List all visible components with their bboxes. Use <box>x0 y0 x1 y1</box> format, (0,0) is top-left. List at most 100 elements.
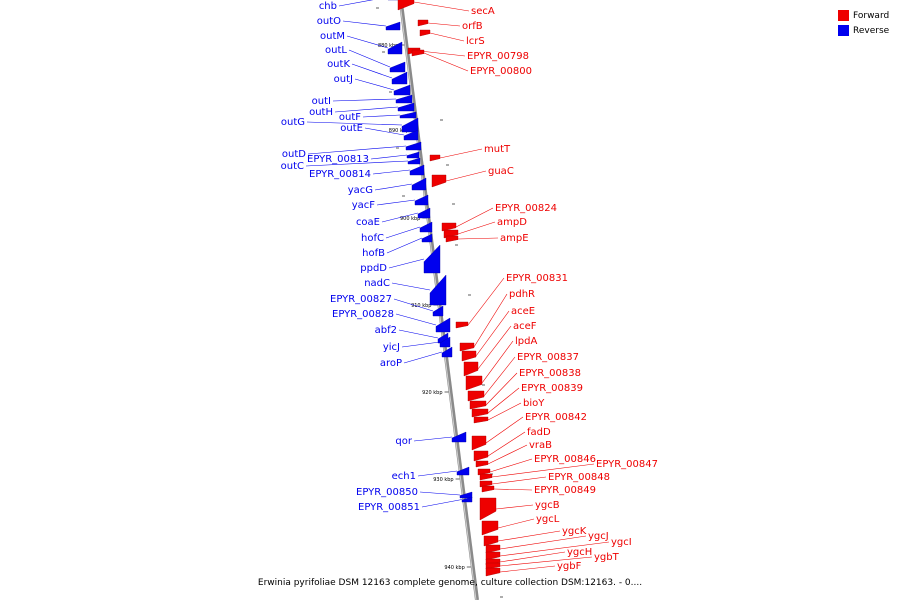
reverse-gene-label[interactable]: outC <box>281 161 304 172</box>
forward-gene-label[interactable]: EPYR_00846 <box>534 454 596 465</box>
forward-gene-label[interactable]: vraB <box>529 440 552 451</box>
reverse-gene[interactable]: yacG <box>348 177 427 196</box>
forward-gene[interactable]: EPYR_00848 <box>479 472 610 488</box>
reverse-gene-label[interactable]: outF <box>339 112 361 123</box>
forward-gene[interactable]: vraB <box>475 440 552 468</box>
reverse-gene-label[interactable]: outO <box>317 16 341 27</box>
forward-gene-block[interactable] <box>479 480 493 488</box>
forward-gene[interactable]: lpdA <box>465 336 537 391</box>
reverse-gene-label[interactable]: coaE <box>356 217 380 228</box>
reverse-gene-label[interactable]: outJ <box>334 74 353 85</box>
reverse-gene-label[interactable]: yicJ <box>383 342 400 353</box>
reverse-gene-label[interactable]: hofC <box>361 233 384 244</box>
forward-gene-label[interactable]: aceF <box>513 321 537 332</box>
forward-gene-block[interactable] <box>479 497 497 521</box>
forward-gene-block[interactable] <box>417 19 429 27</box>
reverse-gene[interactable]: outM <box>320 31 403 55</box>
reverse-gene-label[interactable]: outL <box>325 45 347 56</box>
reverse-gene-block[interactable] <box>417 207 431 219</box>
reverse-gene[interactable]: EPYR_00851 <box>358 496 473 513</box>
forward-gene-block[interactable] <box>479 473 493 481</box>
reverse-gene[interactable]: aroP <box>380 346 453 369</box>
forward-gene[interactable]: ygcJ <box>485 531 609 554</box>
forward-gene[interactable]: EPYR_00824 <box>441 203 557 232</box>
forward-gene-block[interactable] <box>485 562 501 570</box>
reverse-gene-label[interactable]: EPYR_00827 <box>330 294 392 305</box>
forward-gene[interactable]: EPYR_00800 <box>411 49 532 77</box>
reverse-gene-label[interactable]: outM <box>320 31 345 42</box>
forward-gene[interactable]: ygcL <box>481 514 560 536</box>
reverse-gene-label[interactable]: yacG <box>348 185 373 196</box>
forward-gene-block[interactable] <box>419 29 431 37</box>
reverse-gene[interactable]: outE <box>340 123 419 141</box>
forward-gene-block[interactable] <box>469 400 487 410</box>
forward-gene[interactable]: ygcB <box>479 497 560 521</box>
reverse-gene[interactable]: outG <box>281 117 419 133</box>
reverse-gene-label[interactable]: EPYR_00813 <box>307 154 369 165</box>
forward-gene-block[interactable] <box>467 390 485 402</box>
forward-gene-label[interactable]: ygcL <box>536 514 560 525</box>
forward-gene-label[interactable]: EPYR_00838 <box>519 368 581 379</box>
reverse-gene-block[interactable] <box>393 84 411 96</box>
reverse-gene-label[interactable]: outH <box>309 107 333 118</box>
reverse-gene-label[interactable]: outD <box>282 149 306 160</box>
reverse-gene-block[interactable] <box>451 431 467 443</box>
reverse-gene[interactable]: outH <box>309 102 415 118</box>
reverse-gene-label[interactable]: outK <box>327 59 350 70</box>
reverse-gene-block[interactable] <box>389 61 406 73</box>
forward-gene[interactable]: EPYR_00849 <box>481 485 596 496</box>
reverse-gene-block[interactable] <box>419 221 433 233</box>
forward-gene-label[interactable]: EPYR_00849 <box>534 485 596 496</box>
reverse-gene[interactable]: yacF <box>352 194 429 211</box>
forward-gene-label[interactable]: ygbT <box>594 552 620 563</box>
reverse-gene[interactable]: EPYR_00828 <box>332 309 451 333</box>
reverse-gene-block[interactable] <box>409 164 425 176</box>
reverse-gene-label[interactable]: hofB <box>362 248 385 259</box>
forward-gene-label[interactable]: ygbF <box>557 561 582 572</box>
reverse-gene-label[interactable]: ech1 <box>392 471 416 482</box>
forward-gene-label[interactable]: EPYR_00839 <box>521 383 583 394</box>
forward-gene[interactable]: ygcI <box>485 537 632 561</box>
reverse-gene-block[interactable] <box>405 141 422 151</box>
forward-gene-block[interactable] <box>455 321 469 329</box>
reverse-gene-block[interactable] <box>399 111 417 119</box>
forward-gene[interactable]: orfB <box>417 19 483 32</box>
forward-gene[interactable]: EPYR_00831 <box>455 273 568 329</box>
reverse-gene-block[interactable] <box>423 244 441 274</box>
reverse-gene-block[interactable] <box>407 157 421 165</box>
reverse-gene-label[interactable]: EPYR_00814 <box>309 169 371 180</box>
forward-gene[interactable]: guaC <box>431 166 514 188</box>
forward-gene-block[interactable] <box>463 361 479 377</box>
forward-gene[interactable]: fadD <box>473 427 551 462</box>
reverse-gene-block[interactable] <box>414 194 429 206</box>
forward-gene[interactable]: ygbF <box>485 561 582 577</box>
reverse-gene-label[interactable]: yacF <box>352 200 376 211</box>
forward-gene[interactable]: aceF <box>463 321 537 377</box>
reverse-gene-block[interactable] <box>441 346 453 358</box>
forward-gene-block[interactable] <box>411 49 425 57</box>
forward-gene-label[interactable]: EPYR_00848 <box>548 472 610 483</box>
forward-gene-label[interactable]: fadD <box>527 427 551 438</box>
forward-gene[interactable]: EPYR_00842 <box>471 412 587 451</box>
reverse-gene[interactable]: nadC <box>364 274 447 306</box>
reverse-gene[interactable]: outD <box>282 141 422 160</box>
reverse-gene[interactable]: EPYR_00814 <box>309 164 425 180</box>
forward-gene-label[interactable]: EPYR_00837 <box>517 352 579 363</box>
forward-gene-label[interactable]: ygcB <box>535 500 560 511</box>
reverse-gene-block[interactable] <box>401 117 419 133</box>
forward-gene-block[interactable] <box>461 350 477 362</box>
forward-gene-block[interactable] <box>429 154 441 162</box>
reverse-gene[interactable]: ech1 <box>392 466 470 482</box>
reverse-gene-block[interactable] <box>395 94 413 104</box>
forward-gene-label[interactable]: EPYR_00800 <box>470 66 532 77</box>
reverse-gene[interactable]: EPYR_00850 <box>356 487 473 499</box>
forward-gene-label[interactable]: ygcI <box>611 537 632 548</box>
reverse-gene-block[interactable] <box>435 317 451 333</box>
reverse-gene-block[interactable] <box>397 102 415 112</box>
forward-gene[interactable]: aceE <box>461 306 535 362</box>
forward-gene[interactable]: EPYR_00846 <box>477 454 596 476</box>
forward-gene-block[interactable] <box>481 485 495 493</box>
reverse-gene[interactable]: hofB <box>362 233 433 259</box>
forward-gene-label[interactable]: ygcJ <box>588 531 609 542</box>
forward-gene[interactable]: EPYR_00798 <box>407 47 529 62</box>
